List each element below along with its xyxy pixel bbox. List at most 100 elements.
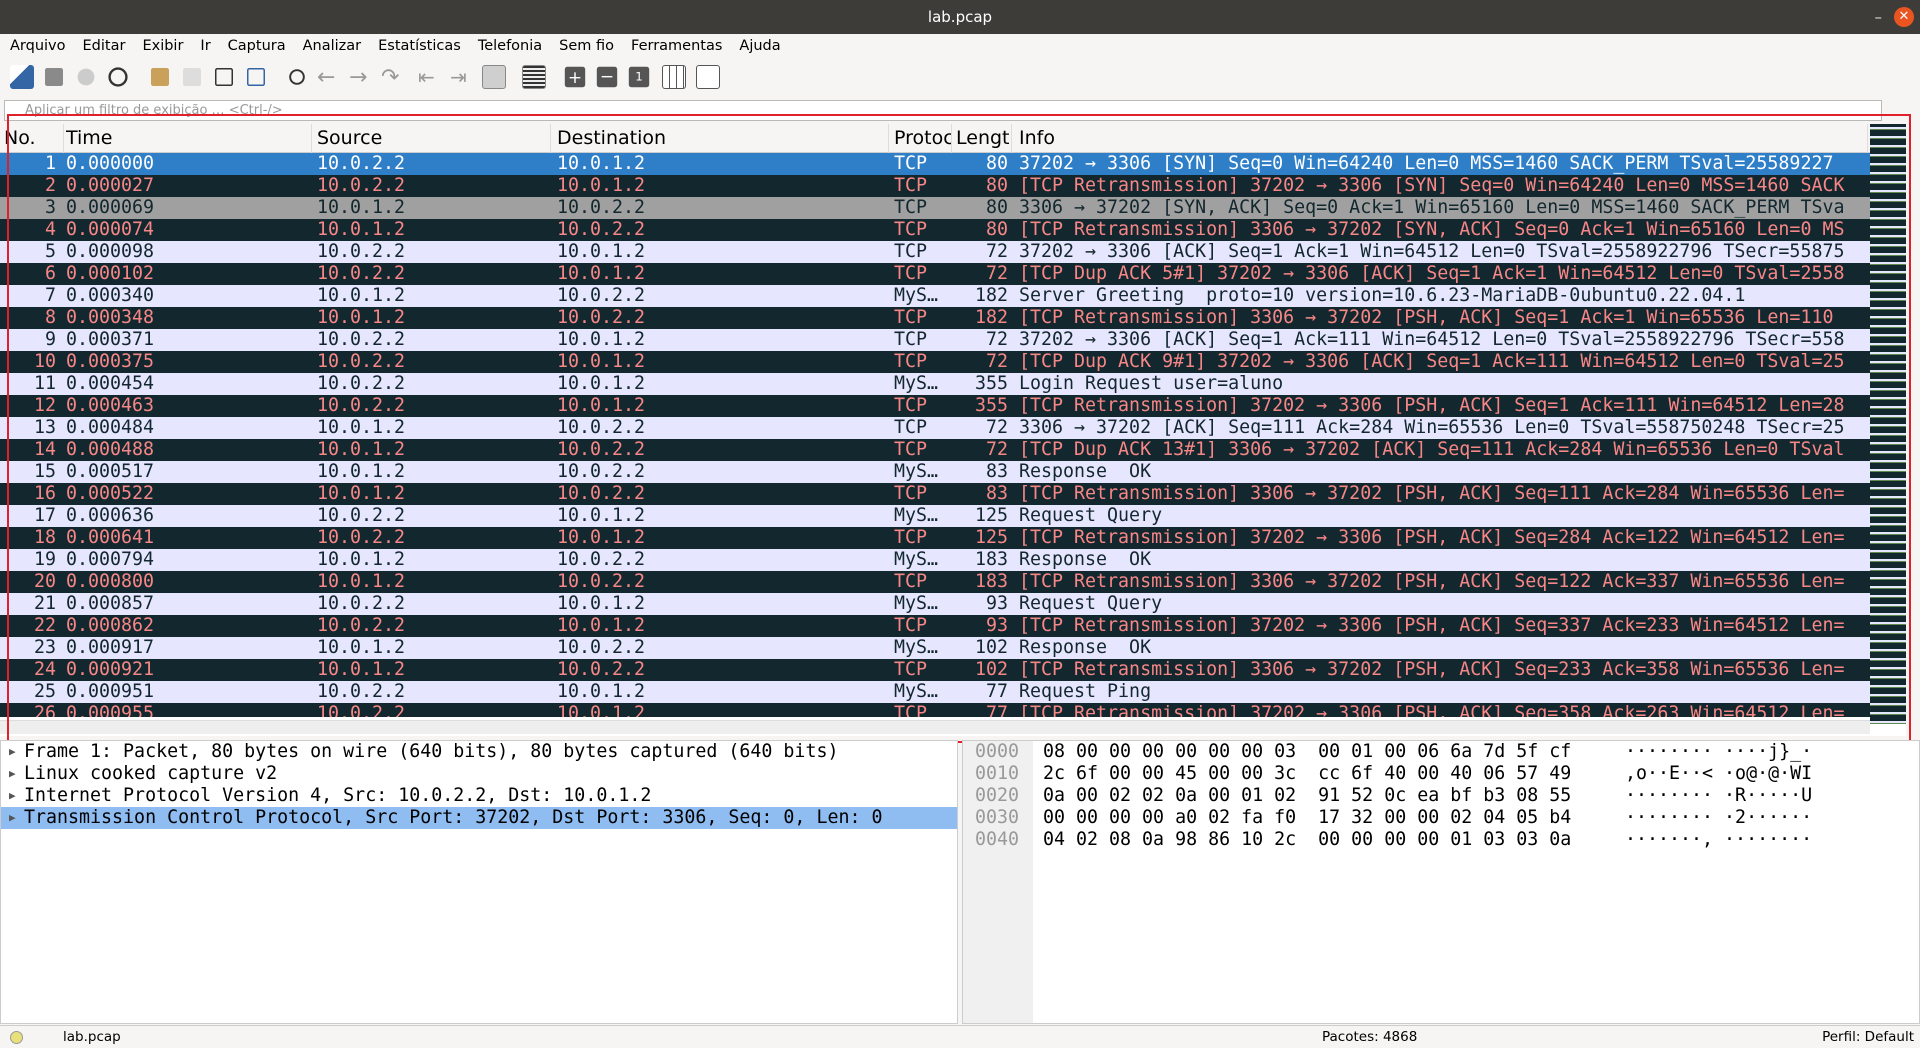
menu-item[interactable]: Arquivo — [10, 38, 66, 54]
column-header[interactable]: Source — [317, 124, 551, 153]
packet-cell: TCP — [894, 263, 928, 284]
packet-row[interactable]: 12 0.000463 10.0.2.2 10.0.1.2 TCP 355 [TCP Ret… — [0, 395, 1870, 417]
horizontal-scrollbar[interactable] — [0, 720, 1870, 734]
packet-row[interactable]: 4 0.000074 10.0.1.2 10.0.2.2 TCP 80 [TCP Retra… — [0, 219, 1870, 241]
packet-row[interactable]: 24 0.000921 10.0.1.2 10.0.2.2 TCP 102 [TCP Ret… — [0, 659, 1870, 681]
go-forward[interactable]: → — [349, 65, 368, 90]
packet-row[interactable]: 14 0.000488 10.0.1.2 10.0.2.2 TCP 72 [TCP Dup … — [0, 439, 1870, 461]
autoscroll[interactable] — [482, 65, 506, 89]
column-header[interactable]: Destination — [557, 124, 889, 153]
packet-row[interactable]: 6 0.000102 10.0.2.2 10.0.1.2 TCP 72 [TCP Dup A… — [0, 263, 1870, 285]
packet-row[interactable]: 23 0.000917 10.0.1.2 10.0.2.2 MyS… 102 Respons… — [0, 637, 1870, 659]
zoom-out[interactable]: − — [596, 67, 618, 88]
capture-options[interactable] — [108, 67, 128, 87]
detail-line[interactable]: ▶ Internet Protocol Version 4, Src: 10.0.… — [1, 785, 957, 807]
open-file[interactable] — [151, 68, 169, 86]
packet-row[interactable]: 3 0.000069 10.0.1.2 10.0.2.2 TCP 80 3306 → 372… — [0, 197, 1870, 219]
packet-row[interactable]: 17 0.000636 10.0.2.2 10.0.1.2 MyS… 125 Request… — [0, 505, 1870, 527]
packet-cell: 10.0.1.2 — [317, 571, 406, 592]
packet-cell: [TCP Retransmission] 37202 → 3306 [PSH, … — [1019, 703, 1845, 717]
resize-columns[interactable] — [662, 65, 686, 89]
packet-cell: 10.0.1.2 — [317, 549, 406, 570]
packet-cell: 0.000000 — [66, 153, 155, 174]
normal-size[interactable]: 1 — [628, 66, 650, 88]
last-packet[interactable]: ⇥ — [450, 65, 467, 89]
menu-item[interactable]: Captura — [227, 38, 286, 54]
packet-row[interactable]: 2 0.000027 10.0.2.2 10.0.1.2 TCP 80 [TCP Retra… — [0, 175, 1870, 197]
packet-cell: Request Query — [1019, 505, 1163, 526]
menu-item[interactable]: Ferramentas — [631, 38, 723, 54]
menu-item[interactable]: Ir — [200, 38, 211, 54]
save-file[interactable] — [183, 68, 201, 86]
menu-item[interactable]: Editar — [82, 38, 126, 54]
detail-line[interactable]: ▶ Frame 1: Packet, 80 bytes on wire (640 … — [1, 741, 957, 763]
packet-cell: 0.000522 — [66, 483, 155, 504]
column-header[interactable]: Protocol — [894, 124, 952, 153]
menu-item[interactable]: Analizar — [302, 38, 362, 54]
intelligent-scrollbar[interactable] — [1870, 124, 1906, 724]
go-back[interactable]: ← — [317, 65, 336, 90]
hex-offset: 0030 — [975, 807, 1020, 828]
menu-item[interactable]: Telefonia — [477, 38, 543, 54]
packet-cell: [TCP Retransmission] 37202 → 3306 [PSH, … — [1019, 395, 1845, 416]
menu-item[interactable]: Estatísticas — [378, 38, 461, 54]
packet-row[interactable]: 7 0.000340 10.0.1.2 10.0.2.2 MyS… 182 Server G… — [0, 285, 1870, 307]
menu-item[interactable]: Sem fio — [559, 38, 615, 54]
colorize[interactable] — [522, 65, 546, 89]
packet-row[interactable]: 20 0.000800 10.0.1.2 10.0.2.2 TCP 183 [TCP Ret… — [0, 571, 1870, 593]
close-file[interactable] — [215, 68, 233, 86]
reload-file[interactable] — [247, 68, 265, 86]
packet-cell: 9 — [44, 329, 56, 350]
packet-cell: 0.000069 — [66, 197, 155, 218]
first-packet[interactable]: ⇤ — [418, 65, 435, 89]
start-capture[interactable] — [10, 65, 34, 89]
expander: ▶ — [9, 789, 16, 802]
packet-cell: 0.000074 — [66, 219, 155, 240]
packet-row[interactable]: 11 0.000454 10.0.2.2 10.0.1.2 MyS… 355 Login R… — [0, 373, 1870, 395]
hex-ascii: ········ ·2······ — [1625, 807, 1813, 828]
hex-bytes: 00 00 00 00 a0 02 fa f0 17 32 00 00 02 0… — [1043, 807, 1572, 828]
close[interactable]: ✕ — [1894, 7, 1914, 27]
column-header[interactable]: No. — [4, 124, 64, 153]
packet-row[interactable]: 19 0.000794 10.0.1.2 10.0.2.2 MyS… 183 Respons… — [0, 549, 1870, 571]
packet-row[interactable]: 21 0.000857 10.0.2.2 10.0.1.2 MyS… 93 Request … — [0, 593, 1870, 615]
detail-line[interactable]: ▶ Transmission Control Protocol, Src Port… — [1, 807, 957, 829]
packet-cell: 0.000921 — [66, 659, 155, 680]
find-packet[interactable] — [289, 69, 305, 85]
packet-row[interactable]: 8 0.000348 10.0.1.2 10.0.2.2 TCP 182 [TCP Retr… — [0, 307, 1870, 329]
packet-cell: [TCP Dup ACK 5#1] 37202 → 3306 [ACK] Seq… — [1019, 263, 1845, 284]
status-profile[interactable]: Perfil: Default — [1822, 1029, 1914, 1045]
packet-row[interactable]: 15 0.000517 10.0.1.2 10.0.2.2 MyS… 83 Response… — [0, 461, 1870, 483]
zoom-in[interactable]: + — [564, 66, 586, 88]
column-header[interactable]: Info — [1019, 124, 1868, 153]
packet-cell: 10.0.2.2 — [317, 527, 406, 548]
packet-row[interactable]: 13 0.000484 10.0.1.2 10.0.2.2 TCP 72 3306 → 37… — [0, 417, 1870, 439]
detail-text: Linux cooked capture v2 — [24, 763, 278, 784]
packet-cell: 2 — [44, 175, 56, 196]
packet-row[interactable]: 22 0.000862 10.0.2.2 10.0.1.2 TCP 93 [TCP Retr… — [0, 615, 1870, 637]
packet-row[interactable]: 5 0.000098 10.0.2.2 10.0.1.2 TCP 72 37202 → 33… — [0, 241, 1870, 263]
packet-row[interactable]: 25 0.000951 10.0.2.2 10.0.1.2 MyS… 77 Request … — [0, 681, 1870, 703]
packet-cell: TCP — [894, 659, 928, 680]
packet-row[interactable]: 10 0.000375 10.0.2.2 10.0.1.2 TCP 72 [TCP Dup … — [0, 351, 1870, 373]
packet-row[interactable]: 16 0.000522 10.0.1.2 10.0.2.2 TCP 83 [TCP Retr… — [0, 483, 1870, 505]
column-header[interactable]: Length — [956, 124, 1012, 153]
minimize[interactable]: – — [1874, 8, 1883, 26]
packet-cell: 0.000463 — [66, 395, 155, 416]
expert-indicator[interactable] — [10, 1031, 23, 1044]
restart-capture[interactable] — [77, 68, 95, 86]
menu-item[interactable]: Exibir — [142, 38, 184, 54]
packet-row[interactable]: 1 0.000000 10.0.2.2 10.0.1.2 TCP 80 37202 → 33… — [0, 153, 1870, 175]
go-to-packet[interactable]: ↷ — [381, 65, 400, 90]
detail-line[interactable]: ▶ Linux cooked capture v2 — [1, 763, 957, 785]
layout[interactable] — [696, 65, 720, 89]
menu-item[interactable]: Ajuda — [739, 38, 781, 54]
packet-row[interactable]: 9 0.000371 10.0.2.2 10.0.1.2 TCP 72 37202 → 33… — [0, 329, 1870, 351]
title-bar: lab.pcap – ✕ — [0, 0, 1920, 34]
stop-capture[interactable] — [45, 68, 63, 86]
packet-cell: 17 — [33, 505, 56, 526]
packet-cell: TCP — [894, 219, 928, 240]
packet-row[interactable]: 26 0.000955 10.0.2.2 10.0.1.2 TCP 77 [TCP Retr… — [0, 703, 1870, 717]
column-header[interactable]: Time — [66, 124, 312, 153]
packet-row[interactable]: 18 0.000641 10.0.2.2 10.0.1.2 TCP 125 [TCP Ret… — [0, 527, 1870, 549]
